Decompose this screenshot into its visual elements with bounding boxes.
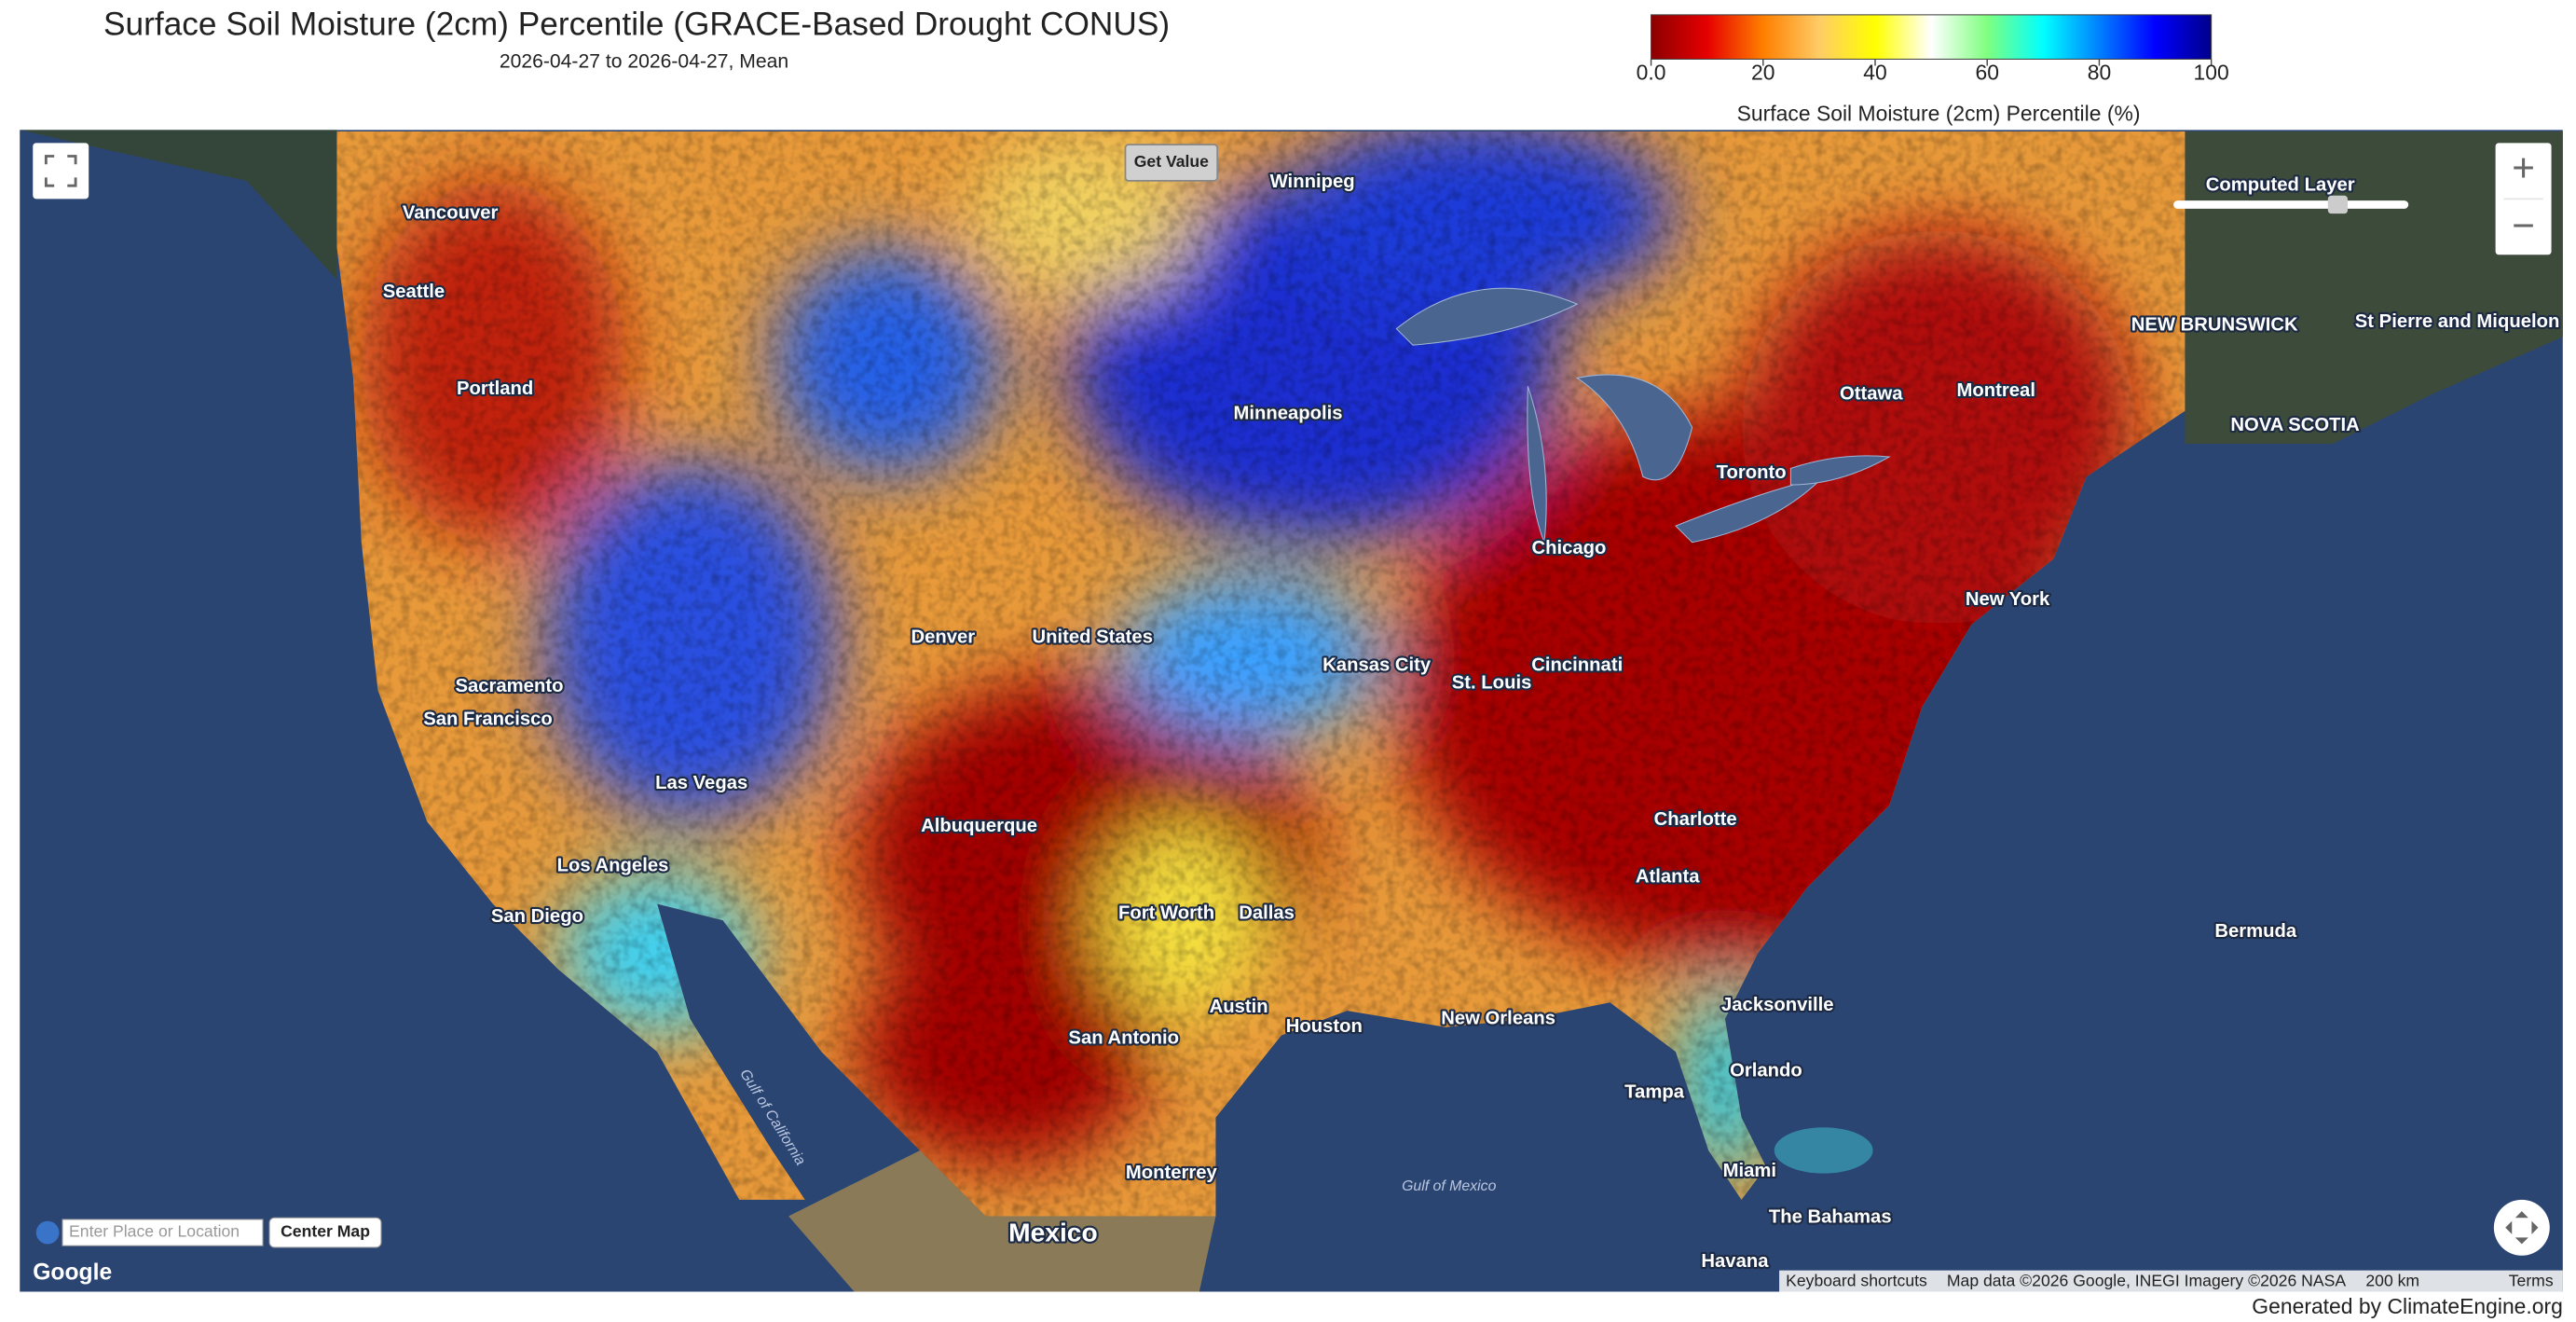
scale-label: 200 km [2365, 1272, 2419, 1290]
layer-name: Computed Layer [2206, 175, 2355, 196]
place-label: Sacramento [455, 676, 563, 696]
heatmap [336, 131, 2185, 1217]
place-label: Charlotte [1654, 809, 1737, 830]
colorbar-tick-label: 100 [2194, 60, 2229, 84]
colorbar-ticks: 0.0 20 40 60 80 100 [1637, 59, 2229, 84]
place-label: San Diego [491, 906, 583, 927]
place-label: Miami [1723, 1161, 1776, 1181]
place-label: Jacksonville [1721, 995, 1834, 1015]
mexico-land [788, 1150, 1216, 1292]
fullscreen-icon [44, 155, 77, 187]
colorbar-tick-label: 40 [1863, 60, 1886, 84]
keyboard-shortcuts[interactable]: Keyboard shortcuts [1786, 1272, 1927, 1290]
attribution-bar [1779, 1270, 2563, 1292]
search-placeholder: Enter Place or Location [69, 1222, 240, 1241]
place-label: Kansas City [1322, 654, 1432, 675]
water-label: Gulf of Mexico [1402, 1178, 1497, 1194]
map: Seattle Portland Vancouver Winnipeg Sacr… [20, 130, 2563, 1292]
place-label: San Antonio [1068, 1027, 1179, 1048]
colorbar-tick-label: 0.0 [1637, 60, 1666, 84]
fullscreen-button[interactable] [33, 143, 89, 200]
place-label: Montreal [1957, 380, 2035, 401]
place-label: New Orleans [1441, 1008, 1555, 1028]
place-label: Fort Worth [1118, 902, 1214, 923]
colorbar-tick-label: 20 [1751, 60, 1774, 84]
map-attribution: Map data ©2026 Google, INEGI Imagery ©20… [1947, 1272, 2347, 1290]
info-icon[interactable] [35, 1220, 60, 1245]
canada-west-land [20, 130, 337, 280]
place-label: Seattle [383, 282, 445, 302]
great-lakes [1395, 287, 1891, 544]
place-label: Havana [1701, 1251, 1769, 1272]
place-label: Tampa [1624, 1082, 1685, 1103]
footer: Generated by ClimateEngine.org [2252, 1294, 2563, 1318]
get-value-label: Get Value [1134, 152, 1209, 171]
center-map-label: Center Map [281, 1222, 370, 1241]
place-label: Orlando [1730, 1061, 1802, 1081]
place-label: Portland [457, 379, 533, 399]
center-map-button[interactable] [268, 1217, 382, 1248]
place-label: San Francisco [423, 709, 553, 729]
place-label: Atlanta [1636, 867, 1700, 888]
opacity-slider-thumb[interactable] [2327, 195, 2348, 214]
place-label: NOVA SCOTIA [2230, 415, 2360, 435]
colorbar [1651, 14, 2213, 61]
place-label: Houston [1286, 1016, 1363, 1037]
place-label: St Pierre and Miquelon [2355, 311, 2560, 332]
map-logo: Google [33, 1260, 112, 1286]
place-label: The Bahamas [1769, 1207, 1892, 1228]
place-label: Albuquerque [921, 816, 1037, 836]
place-label: St. Louis [1452, 673, 1532, 694]
zoom-in[interactable]: + [2512, 146, 2535, 190]
place-label: Dallas [1239, 902, 1295, 923]
place-label: Austin [1210, 997, 1268, 1017]
place-label: Winnipeg [1270, 172, 1355, 192]
place-label: Ottawa [1840, 383, 1903, 404]
place-label: Vancouver [403, 203, 499, 224]
place-label: Denver [911, 627, 975, 647]
place-label: Las Vegas [655, 773, 747, 793]
colorbar-title: Surface Soil Moisture (2cm) Percentile (… [1737, 101, 2141, 125]
camera-control[interactable] [2493, 1199, 2550, 1256]
terms-link[interactable]: Terms [2509, 1272, 2554, 1290]
colorbar-tick-label: 80 [2088, 60, 2111, 84]
opacity-slider[interactable] [2173, 200, 2409, 209]
place-label: NEW BRUNSWICK [2131, 314, 2298, 335]
place-label: Minneapolis [1233, 404, 1342, 424]
place-label: Cincinnati [1531, 654, 1623, 675]
canada-land [2185, 131, 2563, 444]
subtitle: 2026-04-27 to 2026-04-27, Mean [500, 51, 788, 73]
title: Surface Soil Moisture (2cm) Percentile (… [103, 7, 1170, 43]
place-label: Bermuda [2214, 921, 2297, 942]
place-label: Mexico [1008, 1217, 1098, 1246]
get-value-button[interactable] [1124, 144, 1219, 182]
place-label: Chicago [1531, 538, 1606, 558]
place-label: New York [1966, 589, 2050, 610]
bahamas-shoal [1774, 1127, 1873, 1174]
zoom-out[interactable]: − [2512, 203, 2535, 247]
place-label: Monterrey [1126, 1163, 1218, 1183]
place-label: Los Angeles [557, 855, 669, 875]
colorbar-tick-label: 60 [1975, 60, 1998, 84]
camera-icon [2505, 1211, 2539, 1245]
search-input[interactable] [62, 1219, 264, 1246]
place-label: United States [1032, 627, 1153, 647]
place-label: Toronto [1717, 462, 1787, 483]
